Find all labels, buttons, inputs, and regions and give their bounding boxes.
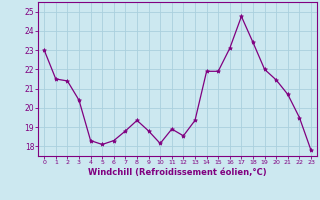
X-axis label: Windchill (Refroidissement éolien,°C): Windchill (Refroidissement éolien,°C) (88, 168, 267, 177)
